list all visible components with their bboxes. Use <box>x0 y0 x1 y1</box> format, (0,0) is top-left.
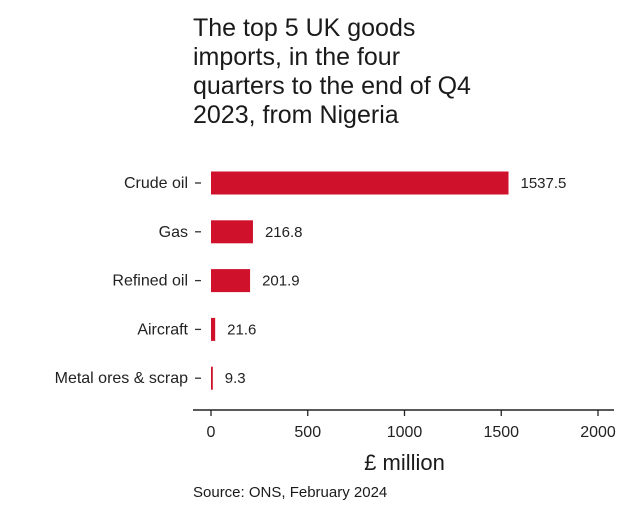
chart-title-line: The top 5 UK goods <box>193 14 416 42</box>
data-label: 21.6 <box>227 321 256 338</box>
bar <box>211 366 213 390</box>
x-tick-label: 2000 <box>580 424 616 441</box>
x-tick-label: 1500 <box>483 424 519 441</box>
data-label: 216.8 <box>265 224 303 241</box>
chart-title: The top 5 UK goods imports, in the four … <box>193 14 553 130</box>
y-tick-label: Gas <box>159 224 188 241</box>
bar <box>211 171 509 195</box>
x-tick-label: 500 <box>294 424 321 441</box>
source-note: Source: ONS, February 2024 <box>193 484 388 501</box>
data-label: 9.3 <box>225 370 246 387</box>
x-tick-label: 1000 <box>387 424 423 441</box>
bar <box>211 220 253 244</box>
chart-title-line: imports, in the four <box>193 43 401 71</box>
y-tick-label: Aircraft <box>137 321 188 338</box>
y-tick-label: Crude oil <box>124 175 188 192</box>
bar-chart: Crude oil 1537.5 Gas 216.8 Refined oil 201.9 A… <box>55 171 616 475</box>
data-label: 1537.5 <box>521 175 567 192</box>
bar <box>211 269 251 293</box>
data-label: 201.9 <box>262 273 300 290</box>
x-tick-label: 0 <box>207 424 216 441</box>
y-tick-label: Metal ores & scrap <box>55 370 188 387</box>
chart-title-line: 2023, from Nigeria <box>193 101 399 129</box>
bar <box>211 317 216 341</box>
y-tick-label: Refined oil <box>112 273 188 290</box>
chart-title-line: quarters to the end of Q4 <box>193 72 471 100</box>
x-axis-label: £ million <box>364 450 445 475</box>
